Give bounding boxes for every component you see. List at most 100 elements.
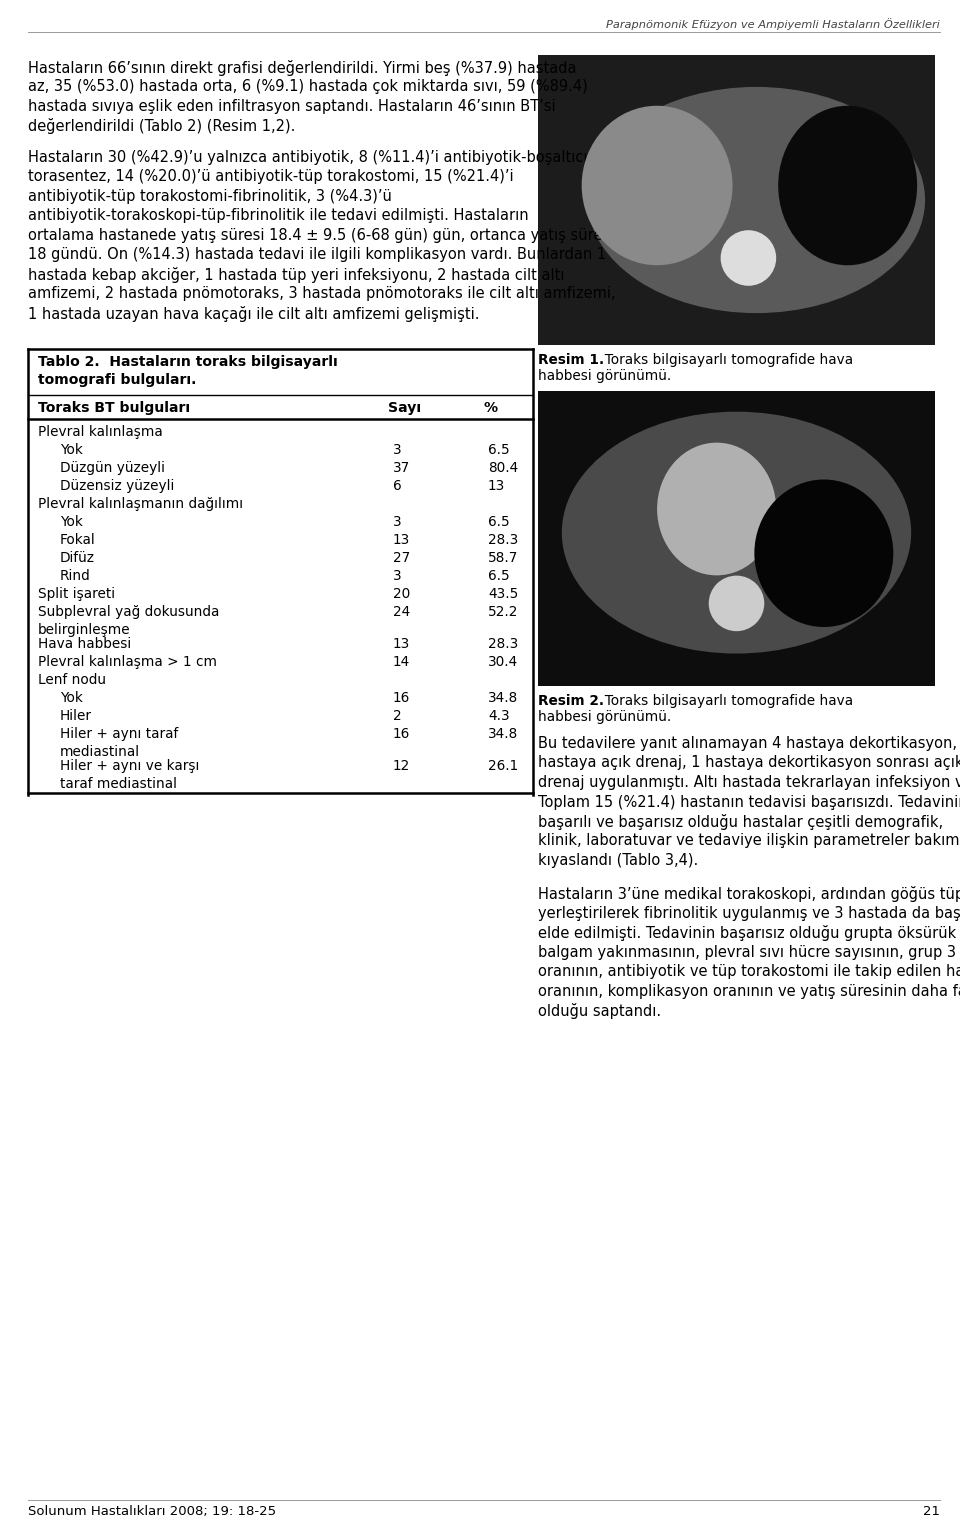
Text: Bu tedavilere yanıt alınamayan 4 hastaya dekortikasyon, 4: Bu tedavilere yanıt alınamayan 4 hastaya… xyxy=(538,737,960,750)
Text: 13: 13 xyxy=(393,533,410,547)
Ellipse shape xyxy=(562,412,911,653)
Text: Sayı: Sayı xyxy=(388,401,421,415)
Text: balgam yakınmasının, plevral sıvı hücre sayısının, grup 3 hasta: balgam yakınmasının, plevral sıvı hücre … xyxy=(538,945,960,960)
Text: 21: 21 xyxy=(923,1505,940,1517)
Text: Tablo 2.  Hastaların toraks bilgisayarlı: Tablo 2. Hastaların toraks bilgisayarlı xyxy=(38,354,338,369)
Text: hastada sıvıya eşlik eden infiltrasyon saptandı. Hastaların 46’sının BT’si: hastada sıvıya eşlik eden infiltrasyon s… xyxy=(28,99,556,114)
Text: Yok: Yok xyxy=(60,691,83,705)
Circle shape xyxy=(708,576,764,632)
Text: 16: 16 xyxy=(393,726,410,741)
Text: Düzgün yüzeyli: Düzgün yüzeyli xyxy=(60,460,165,474)
Text: hastaya açık drenaj, 1 hastaya dekortikasyon sonrası açık: hastaya açık drenaj, 1 hastaya dekortika… xyxy=(538,755,960,770)
Text: Plevral kalınlaşmanın dağılımı: Plevral kalınlaşmanın dağılımı xyxy=(38,497,243,510)
Text: hastada kebap akciğer, 1 hastada tüp yeri infeksiyonu, 2 hastada cilt altı: hastada kebap akciğer, 1 hastada tüp yer… xyxy=(28,267,564,283)
Text: 34.8: 34.8 xyxy=(488,726,518,741)
Text: habbesi görünümü.: habbesi görünümü. xyxy=(538,709,671,725)
Text: Hiler + aynı taraf: Hiler + aynı taraf xyxy=(60,726,179,741)
Text: Toraks bilgisayarlı tomografide hava: Toraks bilgisayarlı tomografide hava xyxy=(596,352,853,368)
Text: Rind: Rind xyxy=(60,568,91,583)
Text: tomografi bulguları.: tomografi bulguları. xyxy=(38,372,197,387)
Text: 34.8: 34.8 xyxy=(488,691,518,705)
Text: Subplevral yağ dokusunda: Subplevral yağ dokusunda xyxy=(38,605,220,618)
Text: belirginleşme: belirginleşme xyxy=(38,623,131,636)
Text: %: % xyxy=(483,401,497,415)
Text: 24: 24 xyxy=(393,605,410,618)
Text: Resim 2.: Resim 2. xyxy=(538,694,604,708)
Text: 14: 14 xyxy=(393,655,410,668)
Text: 27: 27 xyxy=(393,550,410,565)
Text: 13: 13 xyxy=(488,478,505,492)
Bar xyxy=(538,55,935,345)
Text: drenaj uygulanmıştı. Altı hastada tekrarlayan infeksiyon vardı.: drenaj uygulanmıştı. Altı hastada tekrar… xyxy=(538,775,960,790)
Text: Toraks BT bulguları: Toraks BT bulguları xyxy=(38,401,190,415)
Text: 28.3: 28.3 xyxy=(488,636,518,650)
Text: 6.5: 6.5 xyxy=(488,568,510,583)
Text: ortalama hastanede yatış süresi 18.4 ± 9.5 (6-68 gün) gün, ortanca yatış süresi: ortalama hastanede yatış süresi 18.4 ± 9… xyxy=(28,228,614,243)
Text: başarılı ve başarısız olduğu hastalar çeşitli demografik,: başarılı ve başarısız olduğu hastalar çe… xyxy=(538,814,943,829)
Text: Toplam 15 (%21.4) hastanın tedavisi başarısızdı. Tedavinin: Toplam 15 (%21.4) hastanın tedavisi başa… xyxy=(538,794,960,810)
Text: Plevral kalınlaşma > 1 cm: Plevral kalınlaşma > 1 cm xyxy=(38,655,217,668)
Text: 43.5: 43.5 xyxy=(488,586,518,600)
Ellipse shape xyxy=(755,480,894,627)
Text: Solunum Hastalıkları 2008; 19: 18-25: Solunum Hastalıkları 2008; 19: 18-25 xyxy=(28,1505,276,1517)
Ellipse shape xyxy=(588,87,925,313)
Circle shape xyxy=(721,231,777,286)
Text: elde edilmişti. Tedavinin başarısız olduğu grupta öksürük ve: elde edilmişti. Tedavinin başarısız oldu… xyxy=(538,925,960,942)
Text: 1 hastada uzayan hava kaçağı ile cilt altı amfizemi gelişmişti.: 1 hastada uzayan hava kaçağı ile cilt al… xyxy=(28,305,479,322)
Text: Resim 1.: Resim 1. xyxy=(538,352,604,368)
Text: 6.5: 6.5 xyxy=(488,442,510,457)
Text: Fokal: Fokal xyxy=(60,533,96,547)
Text: Parapnömonik Efüzyon ve Ampiyemli Hastaların Özellikleri: Parapnömonik Efüzyon ve Ampiyemli Hastal… xyxy=(607,18,940,30)
Text: değerlendirildi (Tablo 2) (Resim 1,2).: değerlendirildi (Tablo 2) (Resim 1,2). xyxy=(28,118,296,135)
Text: klinik, laboratuvar ve tedaviye ilişkin parametreler bakımından: klinik, laboratuvar ve tedaviye ilişkin … xyxy=(538,834,960,849)
Text: amfizemi, 2 hastada pnömotoraks, 3 hastada pnömotoraks ile cilt altı amfizemi,: amfizemi, 2 hastada pnömotoraks, 3 hasta… xyxy=(28,286,615,301)
Text: oranının, antibiyotik ve tüp torakostomi ile takip edilen hasta: oranının, antibiyotik ve tüp torakostomi… xyxy=(538,965,960,980)
Text: 3: 3 xyxy=(393,442,401,457)
Bar xyxy=(538,390,935,687)
Text: Hastaların 66’sının direkt grafisi değerlendirildi. Yirmi beş (%37.9) hastada: Hastaların 66’sının direkt grafisi değer… xyxy=(28,59,577,76)
Text: oranının, komplikasyon oranının ve yatış süresinin daha fazla: oranının, komplikasyon oranının ve yatış… xyxy=(538,984,960,998)
Text: 13: 13 xyxy=(393,636,410,650)
Text: 30.4: 30.4 xyxy=(488,655,518,668)
Text: yerleştirilerek fibrinolitik uygulanmış ve 3 hastada da başarı: yerleştirilerek fibrinolitik uygulanmış … xyxy=(538,905,960,921)
Text: 6.5: 6.5 xyxy=(488,515,510,529)
Text: 28.3: 28.3 xyxy=(488,533,518,547)
Text: 26.1: 26.1 xyxy=(488,758,518,773)
Text: 3: 3 xyxy=(393,568,401,583)
Text: 20: 20 xyxy=(393,586,410,600)
Text: 3: 3 xyxy=(393,515,401,529)
Text: taraf mediastinal: taraf mediastinal xyxy=(60,776,177,790)
Ellipse shape xyxy=(657,442,777,576)
Text: 2: 2 xyxy=(393,708,401,723)
Text: az, 35 (%53.0) hastada orta, 6 (%9.1) hastada çok miktarda sıvı, 59 (%89.4): az, 35 (%53.0) hastada orta, 6 (%9.1) ha… xyxy=(28,79,588,94)
Text: 6: 6 xyxy=(393,478,401,492)
Text: olduğu saptandı.: olduğu saptandı. xyxy=(538,1003,661,1019)
Text: 37: 37 xyxy=(393,460,410,474)
Ellipse shape xyxy=(779,106,917,266)
Text: Difüz: Difüz xyxy=(60,550,95,565)
Ellipse shape xyxy=(582,106,732,266)
Text: Hiler: Hiler xyxy=(60,708,92,723)
Text: Yok: Yok xyxy=(60,442,83,457)
Text: Hava habbesi: Hava habbesi xyxy=(38,636,132,650)
Text: 52.2: 52.2 xyxy=(488,605,518,618)
Text: Lenf nodu: Lenf nodu xyxy=(38,673,106,687)
Text: Split işareti: Split işareti xyxy=(38,586,115,600)
Text: Hastaların 3’üne medikal torakoskopi, ardından göğüs tüpü: Hastaların 3’üne medikal torakoskopi, ar… xyxy=(538,886,960,902)
Text: 18 gündü. On (%14.3) hastada tedavi ile ilgili komplikasyon vardı. Bunlardan 1: 18 gündü. On (%14.3) hastada tedavi ile … xyxy=(28,248,606,263)
Text: kıyaslandı (Tablo 3,4).: kıyaslandı (Tablo 3,4). xyxy=(538,854,698,867)
Text: habbesi görünümü.: habbesi görünümü. xyxy=(538,369,671,383)
Text: antibiyotik-torakoskopi-tüp-fibrinolitik ile tedavi edilmişti. Hastaların: antibiyotik-torakoskopi-tüp-fibrinolitik… xyxy=(28,208,529,223)
Text: 4.3: 4.3 xyxy=(488,708,510,723)
Text: torasentez, 14 (%20.0)’ü antibiyotik-tüp torakostomi, 15 (%21.4)’i: torasentez, 14 (%20.0)’ü antibiyotik-tüp… xyxy=(28,169,514,184)
Text: Düzensiz yüzeyli: Düzensiz yüzeyli xyxy=(60,478,175,492)
Text: mediastinal: mediastinal xyxy=(60,744,140,758)
Text: Yok: Yok xyxy=(60,515,83,529)
Text: Hastaların 30 (%42.9)’u yalnızca antibiyotik, 8 (%11.4)’i antibiyotik-boşaltıcı: Hastaların 30 (%42.9)’u yalnızca antibiy… xyxy=(28,150,588,164)
Text: 80.4: 80.4 xyxy=(488,460,518,474)
Text: Plevral kalınlaşma: Plevral kalınlaşma xyxy=(38,425,163,439)
Text: Toraks bilgisayarlı tomografide hava: Toraks bilgisayarlı tomografide hava xyxy=(596,694,853,708)
Text: antibiyotik-tüp torakostomi-fibrinolitik, 3 (%4.3)’ü: antibiyotik-tüp torakostomi-fibrinolitik… xyxy=(28,188,392,204)
Text: 58.7: 58.7 xyxy=(488,550,518,565)
Text: Hiler + aynı ve karşı: Hiler + aynı ve karşı xyxy=(60,758,200,773)
